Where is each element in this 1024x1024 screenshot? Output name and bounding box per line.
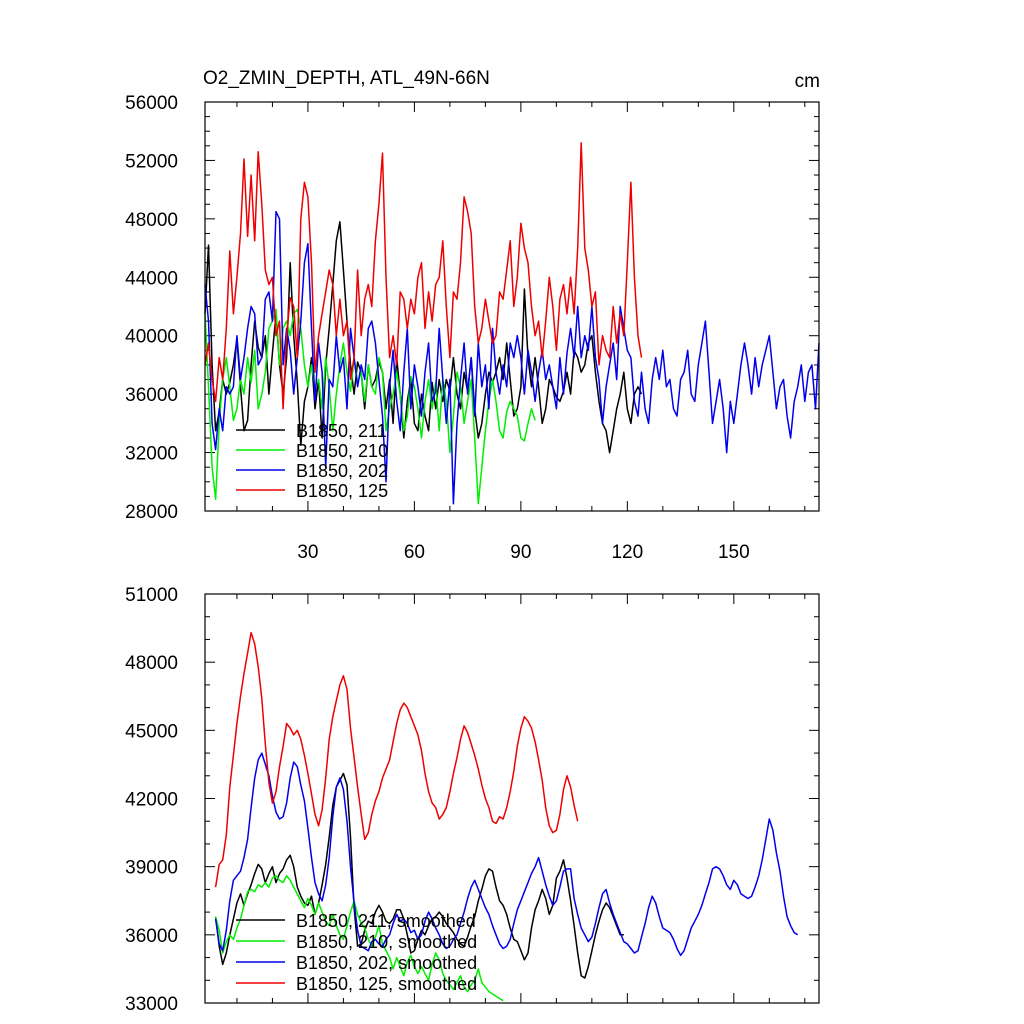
bottom-series-group: [214, 631, 799, 1002]
legend-label: B1850, 125, smoothed: [296, 974, 477, 994]
y-tick-label: 56000: [125, 93, 178, 114]
y-tick-label: 39000: [125, 858, 178, 879]
y-tick-label: 52000: [125, 151, 178, 172]
legend-label: B1850, 202, smoothed: [296, 953, 477, 973]
y-tick-label: 42000: [125, 790, 178, 811]
y-tick-label: 40000: [125, 327, 178, 348]
legend-label: B1850, 210, smoothed: [296, 932, 477, 952]
top-axis-ticks: 28000 32000 36000 40000 44000 48000 52000 56000…: [125, 93, 819, 563]
legend-label: B1850, 210: [296, 441, 388, 461]
y-tick-label: 36000: [125, 385, 178, 406]
y-tick-label: 32000: [125, 444, 178, 465]
series-line-1: [214, 772, 624, 979]
y-tick-label: 33000: [125, 994, 178, 1015]
x-tick-label: 120: [611, 542, 643, 563]
y-tick-label: 45000: [125, 721, 178, 742]
y-tick-label: 48000: [125, 653, 178, 674]
x-tick-label: 150: [718, 542, 750, 563]
legend-label: B1850, 211: [296, 421, 387, 441]
y-tick-label: 44000: [125, 268, 178, 289]
y-tick-label: 36000: [125, 926, 178, 947]
series-line-4: [204, 142, 643, 410]
y-tick-label: 51000: [125, 585, 178, 606]
series-line-3: [214, 752, 799, 957]
bottom-axis-ticks: 33000 36000 39000 42000 45000 48000 51000: [125, 585, 819, 1015]
top-series-group: [204, 142, 820, 505]
series-line-3: [204, 210, 820, 505]
y-tick-label: 48000: [125, 210, 178, 231]
top-chart-title: O2_ZMIN_DEPTH, ATL_49N-66N: [203, 68, 490, 89]
x-tick-label: 60: [404, 542, 425, 563]
top-chart-units: cm: [795, 71, 820, 92]
legend-label: B1850, 125: [296, 481, 388, 501]
legend-label: B1850, 202: [296, 461, 388, 481]
series-line-2: [214, 875, 504, 1002]
top-plot-frame: [204, 101, 820, 512]
legend-label: B1850, 211, smoothed: [296, 911, 476, 931]
bottom-plot-frame: [204, 593, 820, 1004]
series-line-4: [214, 631, 579, 888]
bottom-panel: 33000 36000 39000 42000 45000 48000 51000 B185…: [125, 585, 820, 1015]
top-panel: O2_ZMIN_DEPTH, ATL_49N-66N cm 28000 32000…: [125, 68, 820, 563]
y-tick-label: 28000: [125, 502, 178, 523]
x-tick-label: 90: [510, 542, 531, 563]
series-line-2: [204, 308, 536, 505]
x-tick-label: 30: [297, 542, 318, 563]
